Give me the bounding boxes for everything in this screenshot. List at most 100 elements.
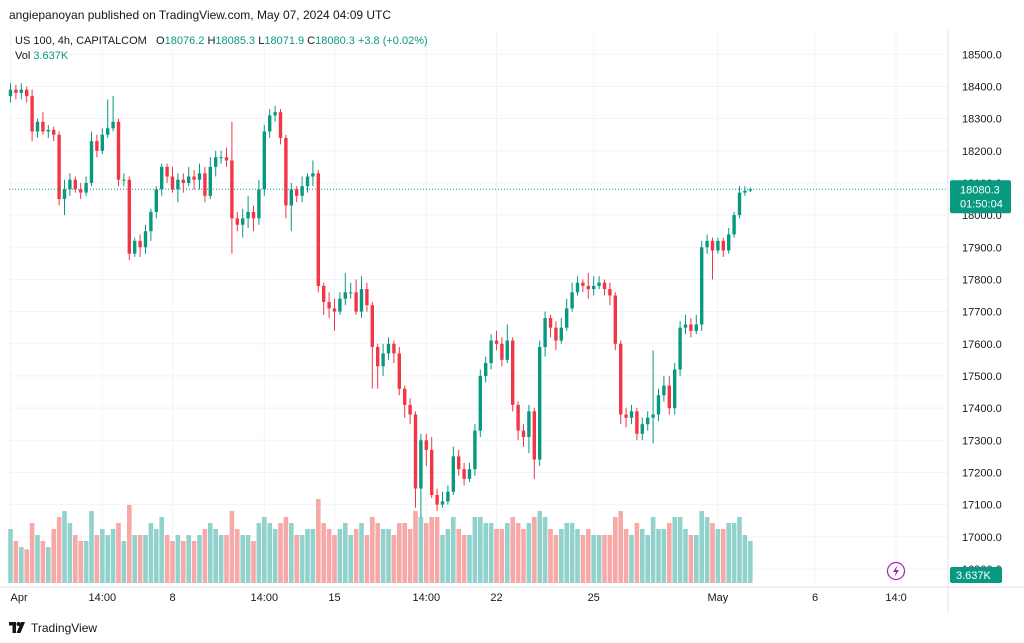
volume-bar: [105, 535, 110, 583]
candle-body: [570, 292, 574, 309]
candle-body: [30, 96, 34, 132]
x-tick-label: 14:00: [413, 592, 441, 604]
volume-bar: [505, 523, 510, 583]
volume-bar: [294, 535, 299, 583]
volume-bar: [218, 535, 224, 583]
candle-body: [646, 417, 650, 425]
x-tick-label: 14:0: [885, 592, 906, 604]
x-tick-label: 8: [169, 592, 175, 604]
volume-bar: [613, 517, 618, 583]
volume-bar: [559, 529, 564, 583]
legend-symbol[interactable]: US 100, 4h, CAPITALCOM: [15, 35, 147, 47]
candle-body: [289, 189, 293, 206]
volume-bar: [386, 529, 391, 583]
volume-bar: [110, 529, 116, 583]
volume-bar: [424, 523, 429, 583]
volume-bar: [499, 529, 505, 583]
volume-bar: [121, 541, 127, 583]
volume-bar: [586, 529, 591, 583]
volume-bar: [472, 517, 478, 583]
volume-bar: [591, 535, 596, 583]
y-tick-label: 17500.0: [962, 371, 1002, 383]
legend-close-value: 18080.3: [315, 35, 355, 47]
candle-body: [311, 173, 315, 177]
price-tag-value: 18080.3: [960, 184, 1000, 196]
candle-body: [62, 189, 67, 200]
tradingview-logo[interactable]: TradingView: [9, 621, 97, 635]
volume-bar: [650, 517, 656, 583]
candle-body: [316, 173, 320, 286]
candle-body: [354, 292, 358, 312]
volume-bar: [316, 499, 321, 583]
volume-bar: [40, 541, 46, 583]
candle-body: [700, 247, 704, 325]
candle-body: [667, 385, 671, 409]
candle-body: [111, 121, 115, 129]
volume-tag: [950, 567, 1002, 583]
candle-body: [165, 166, 169, 177]
candle-body: [322, 285, 326, 302]
candle-body: [408, 404, 412, 415]
volume-bar: [213, 529, 218, 583]
volume-bar: [575, 529, 580, 583]
y-tick-label: 17300.0: [962, 435, 1002, 447]
candle-body: [68, 179, 72, 190]
candle-body: [500, 343, 504, 360]
candle-body: [673, 369, 677, 409]
candle-body: [602, 282, 607, 290]
volume-bar: [451, 517, 456, 583]
candle-body: [386, 343, 391, 354]
volume-bar: [305, 529, 310, 583]
volume-bar: [407, 529, 413, 583]
candle-body: [413, 414, 418, 489]
candle-body: [381, 353, 385, 367]
volume-bar: [137, 535, 143, 583]
legend-vol-label[interactable]: Vol: [15, 50, 31, 62]
candle-body: [241, 218, 245, 225]
volume-bar: [537, 511, 542, 583]
volume-bar: [154, 529, 159, 583]
candle-body: [727, 234, 731, 251]
candle-body: [284, 137, 288, 206]
x-tick-label: 25: [588, 592, 600, 604]
candle-body: [138, 240, 142, 248]
candle-body: [46, 129, 50, 132]
volume-bar: [607, 535, 613, 583]
candle-body: [41, 121, 45, 132]
candle-body: [79, 189, 83, 193]
chart-area[interactable]: 18500.018400.018300.018200.018100.018000…: [0, 30, 1024, 613]
volume-bar: [67, 523, 73, 583]
volume-bar: [94, 535, 100, 583]
candle-body: [467, 469, 472, 479]
x-tick-label: May: [708, 592, 729, 604]
legend-volume-row: Vol 3.637K: [15, 49, 428, 64]
candle-body: [748, 189, 752, 191]
volume-bar: [24, 549, 29, 583]
candle-body: [521, 430, 526, 438]
volume-bar: [461, 535, 467, 583]
volume-bar: [283, 517, 289, 583]
volume-bar: [645, 535, 650, 583]
volume-bar: [569, 523, 575, 583]
candle-body: [494, 340, 499, 344]
volume-bar: [8, 529, 13, 583]
volume-bar: [721, 529, 726, 583]
candle-body: [543, 318, 547, 347]
candlestick-chart[interactable]: 18500.018400.018300.018200.018100.018000…: [0, 30, 1024, 613]
volume-tag-value: 3.637K: [956, 570, 992, 582]
volume-bar: [332, 535, 337, 583]
candle-body: [565, 308, 569, 328]
candle-body: [716, 240, 720, 251]
lightning-bolt-icon: [893, 565, 899, 577]
candle-body: [532, 411, 536, 460]
volume-bar: [170, 541, 175, 583]
candle-body: [8, 89, 13, 97]
volume-bar: [510, 517, 515, 583]
candle-body: [14, 89, 18, 93]
volume-bar: [677, 517, 683, 583]
volume-bar: [208, 523, 213, 583]
volume-bar: [456, 529, 461, 583]
x-tick-label: 15: [328, 592, 340, 604]
tradingview-icon: [9, 622, 25, 633]
candle-body: [52, 129, 56, 135]
